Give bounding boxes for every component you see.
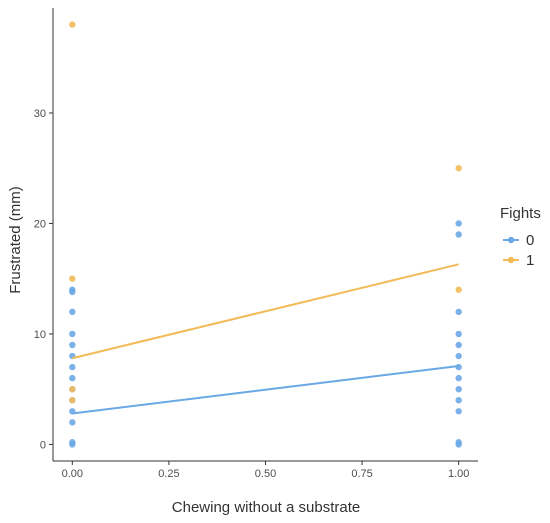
x-tick-label: 0.00	[62, 468, 83, 480]
x-tick-label: 0.50	[255, 468, 276, 480]
x-tick-label: 1.00	[448, 468, 469, 480]
data-point	[455, 397, 462, 404]
data-point	[455, 385, 462, 393]
data-point	[69, 397, 76, 404]
series-1	[69, 21, 462, 404]
data-point	[69, 439, 76, 446]
x-axis-title: Chewing without a substrate	[172, 499, 360, 516]
legend-item-0: 0	[503, 232, 534, 249]
data-point	[69, 330, 76, 338]
y-tick-label: 30	[34, 108, 46, 120]
data-point	[455, 231, 462, 238]
legend-key-point	[507, 236, 515, 244]
data-point	[69, 341, 76, 349]
data-point	[455, 408, 462, 415]
data-point	[455, 352, 462, 360]
legend-label: 0	[526, 232, 534, 249]
data-point	[69, 408, 76, 415]
data-point	[69, 288, 76, 296]
data-point	[455, 220, 462, 227]
legend-key-point	[507, 256, 515, 264]
legend-label: 1	[526, 252, 534, 269]
data-point	[455, 374, 462, 382]
data-point	[69, 374, 76, 382]
data-point	[455, 286, 462, 293]
data-point	[69, 419, 76, 426]
data-point	[69, 385, 76, 393]
fit-line	[72, 263, 459, 360]
data-point	[455, 439, 462, 446]
y-tick-label: 20	[34, 218, 46, 230]
data-point	[69, 21, 76, 28]
legend-title: Fights	[500, 205, 541, 222]
data-point	[455, 341, 462, 349]
data-point	[455, 363, 462, 371]
x-tick-label: 0.25	[158, 468, 179, 480]
y-tick-label: 0	[40, 439, 46, 451]
legend-item-1: 1	[503, 252, 534, 269]
plot-area	[69, 21, 462, 448]
legend: Fights 0 1	[500, 205, 541, 269]
fit-line	[72, 364, 459, 415]
series-0	[69, 220, 462, 448]
axes: 0.00 0.25 0.50 0.75 1.00 0 10 20 30	[34, 8, 478, 480]
data-point	[69, 275, 76, 282]
y-tick-label: 10	[34, 329, 46, 341]
data-point	[69, 363, 76, 371]
x-tick-label: 0.75	[351, 468, 372, 480]
data-point	[69, 308, 76, 316]
data-point	[455, 308, 462, 316]
y-axis-title: Frustrated (mm)	[7, 186, 24, 294]
data-point	[455, 165, 462, 172]
data-point	[455, 330, 462, 338]
